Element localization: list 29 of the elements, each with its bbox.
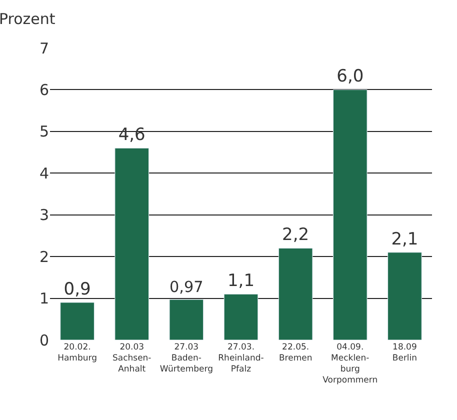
data-label: 2,1 [391,229,418,250]
data-label: 2,2 [282,225,310,246]
bar [60,302,94,340]
data-label: 0,97 [170,278,204,296]
bar [388,252,422,340]
data-label: 6,0 [336,66,364,87]
y-axis-title: Prozent [0,10,56,28]
x-tick-label: 18.09 Berlin [392,342,418,364]
bar [114,148,150,340]
y-tick-label: 6 [39,80,49,99]
y-tick-label: 4 [39,164,49,182]
y-tick-label: 7 [39,39,49,58]
x-tick-label: 27.03 Baden- Würtemberg [160,342,214,375]
y-tick-label: 1 [39,290,49,308]
bar [169,299,204,340]
x-tick-label: 22.05. Bremen [278,342,312,364]
y-tick-label: 3 [39,206,49,224]
x-tick-label: 27.03. Rheinland- Pfalz [218,342,264,375]
bar [224,294,258,340]
data-label: 1,1 [227,271,255,292]
data-label: 0,9 [64,279,91,300]
bar [332,89,368,340]
bar [278,248,313,340]
x-tick-label: 04.09. Mecklen- burg Vorpommern [322,342,378,386]
x-tick-label: 20.03 Sachsen- Anhalt [112,342,152,375]
y-tick-label: 2 [39,248,49,266]
y-tick-label: 5 [39,122,49,141]
x-tick-label: 20.02. Hamburg [58,342,97,364]
y-tick-label: 0 [39,331,49,350]
